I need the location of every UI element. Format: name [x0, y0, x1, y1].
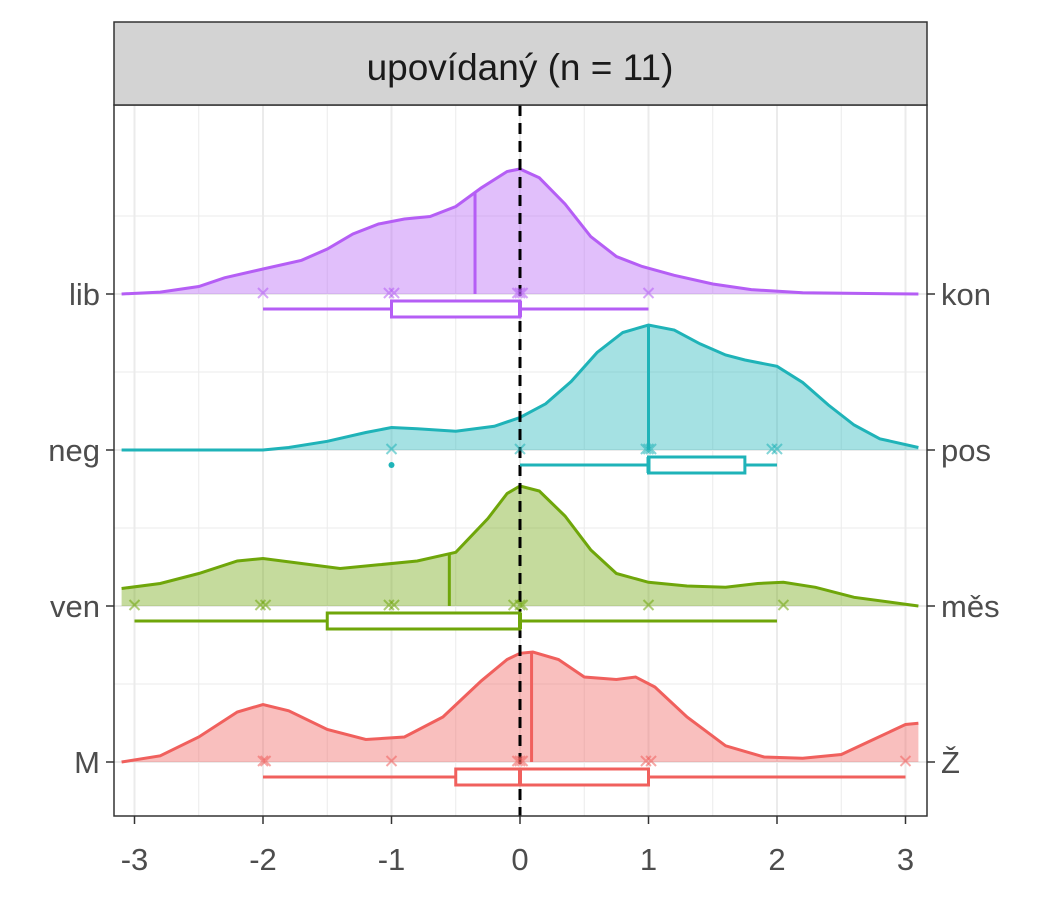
data-points	[128, 287, 912, 767]
data-point-stroke	[259, 755, 272, 767]
data-point-stroke	[514, 287, 526, 299]
data-point-x	[383, 599, 395, 611]
axes: -3 -2 -1 0 1 2 3 lib kon neg pos ven měs M Ž	[48, 277, 999, 877]
data-point-x	[128, 599, 141, 611]
data-point-stroke	[514, 443, 526, 455]
data-point-stroke	[645, 755, 657, 767]
data-point-x	[257, 755, 269, 767]
data-point-stroke	[642, 443, 655, 455]
boxplots	[134, 299, 906, 787]
density-line	[121, 323, 919, 452]
data-point-x	[642, 443, 655, 455]
data-point-x	[645, 443, 657, 455]
data-point-stroke	[254, 599, 267, 611]
data-point-x	[511, 287, 524, 299]
data-point-x	[259, 755, 272, 767]
data-point-x	[385, 443, 398, 455]
facet-strip	[113, 21, 928, 106]
data-point-x	[640, 443, 652, 455]
y-label-left: lib	[69, 277, 100, 312]
data-point-x	[514, 443, 526, 455]
y-label-left: neg	[48, 433, 100, 468]
data-point-stroke	[516, 287, 529, 299]
data-point-x	[388, 287, 400, 299]
data-point-stroke	[516, 599, 529, 611]
data-point-stroke	[766, 443, 778, 455]
y-label-left: M	[74, 745, 100, 780]
data-point-x	[385, 755, 398, 767]
data-point-x	[383, 287, 395, 299]
y-label-right: kon	[941, 277, 991, 312]
data-point-stroke	[640, 755, 652, 767]
data-point-x	[514, 287, 526, 299]
x-tick-label: -2	[249, 842, 277, 877]
data-point-x	[899, 755, 912, 767]
data-point-stroke	[385, 443, 398, 455]
data-point-x	[257, 287, 269, 299]
data-point-x	[388, 599, 400, 611]
box-iqr	[390, 299, 522, 319]
data-point-stroke	[128, 599, 141, 611]
data-point-stroke	[259, 599, 272, 611]
data-point-stroke	[516, 755, 529, 767]
data-point-stroke	[388, 599, 400, 611]
data-point-x	[642, 287, 655, 299]
density-line	[121, 167, 919, 296]
data-point-x	[642, 599, 655, 611]
data-point-stroke	[257, 287, 269, 299]
data-point-stroke	[514, 599, 526, 611]
data-point-x	[514, 755, 526, 767]
x-tick-label: 1	[640, 842, 657, 877]
density-area	[121, 325, 919, 450]
data-point-stroke	[383, 287, 395, 299]
x-tick-label: -3	[121, 842, 149, 877]
x-tick-label: -1	[378, 842, 406, 877]
y-label-right: pos	[941, 433, 991, 468]
data-point-stroke	[777, 599, 790, 611]
data-point-x	[516, 755, 529, 767]
data-point-stroke	[385, 755, 398, 767]
data-point-stroke	[383, 599, 395, 611]
box-iqr	[325, 611, 522, 631]
data-point-stroke	[899, 755, 912, 767]
data-point-stroke	[642, 599, 655, 611]
data-point-stroke	[511, 755, 524, 767]
data-point-stroke	[771, 443, 783, 455]
data-point-x	[514, 599, 526, 611]
data-point-x	[777, 599, 790, 611]
y-label-right: Ž	[941, 745, 960, 780]
data-point-x	[645, 755, 657, 767]
box-iqr	[454, 767, 650, 787]
y-label-right: měs	[941, 589, 1000, 624]
data-point-x	[771, 443, 783, 455]
data-point-x	[516, 287, 529, 299]
data-point-x	[516, 599, 529, 611]
data-point-x	[254, 599, 267, 611]
box-iqr	[647, 455, 747, 475]
data-point-stroke	[642, 287, 655, 299]
y-label-left: ven	[50, 589, 100, 624]
data-point-stroke	[511, 287, 524, 299]
data-point-x	[259, 599, 272, 611]
x-tick-label: 0	[511, 842, 528, 877]
data-point-stroke	[640, 443, 652, 455]
data-point-stroke	[514, 755, 526, 767]
data-point-stroke	[257, 755, 269, 767]
box-outlier	[388, 462, 395, 468]
data-point-stroke	[388, 287, 400, 299]
data-point-x	[766, 443, 778, 455]
facet-title: upovídaný (n = 11)	[367, 47, 674, 88]
density-line	[121, 650, 919, 764]
data-point-stroke	[645, 443, 657, 455]
x-tick-label: 2	[768, 842, 785, 877]
x-tick-label: 3	[897, 842, 914, 877]
data-point-x	[511, 755, 524, 767]
data-point-x	[640, 755, 652, 767]
